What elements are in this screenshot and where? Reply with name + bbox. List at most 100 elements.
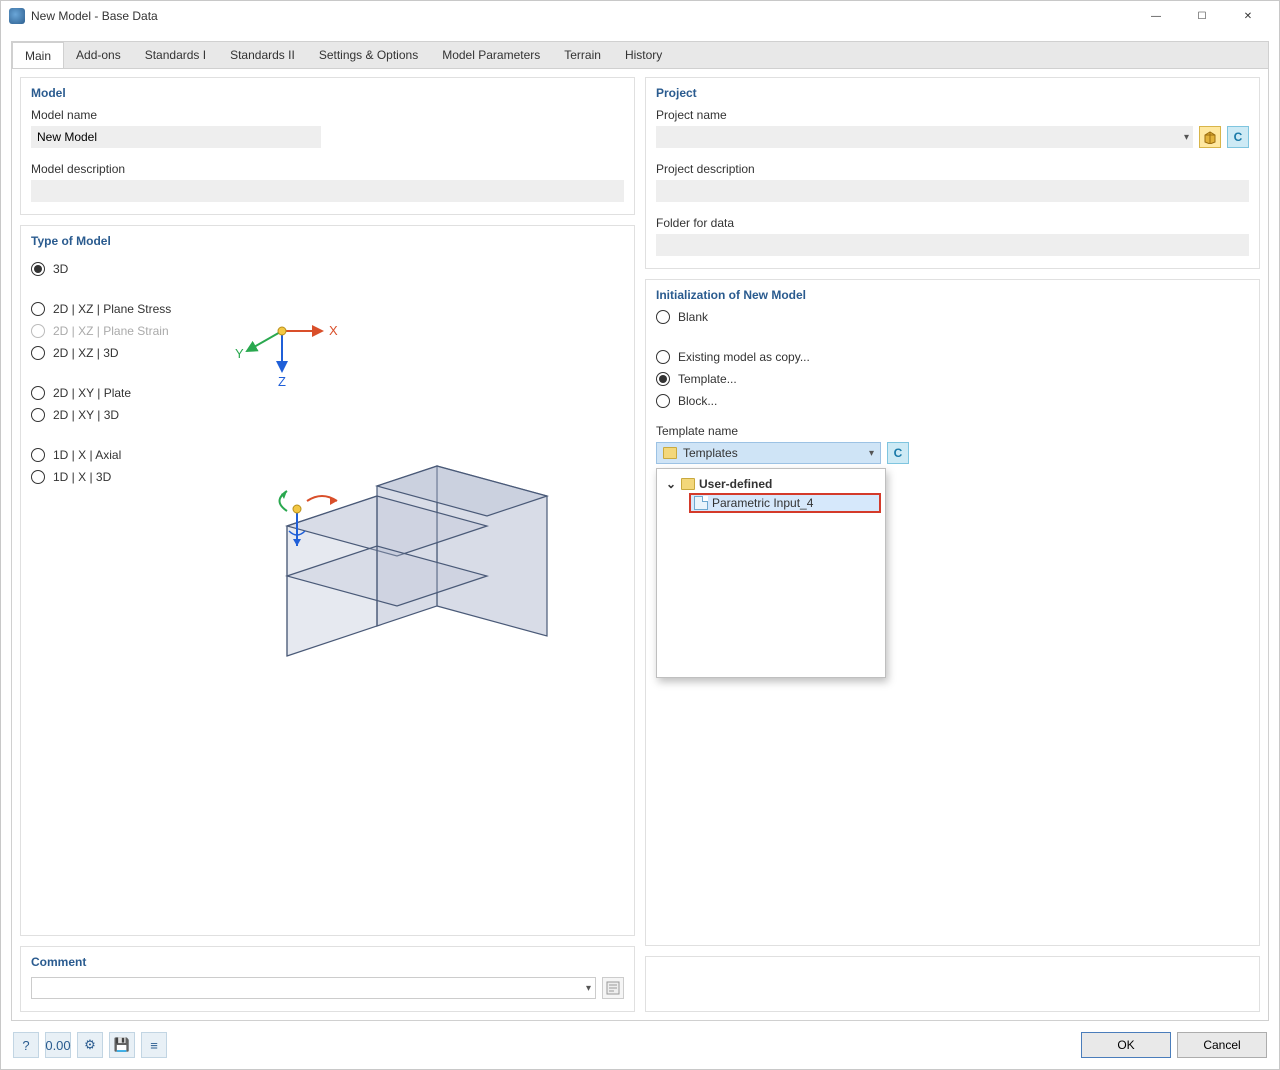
radio-label: Block... xyxy=(678,394,717,408)
radio-label: 2D | XZ | Plane Strain xyxy=(53,324,169,338)
file-icon xyxy=(694,496,708,510)
panel-comment: Comment ▾ xyxy=(20,946,635,1012)
radio-label: 2D | XZ | 3D xyxy=(53,346,119,360)
maximize-button[interactable]: ☐ xyxy=(1179,1,1225,31)
tab-terrain[interactable]: Terrain xyxy=(552,42,613,68)
note-icon xyxy=(606,981,620,995)
radio-dot-icon xyxy=(31,470,45,484)
label-folder-for-data: Folder for data xyxy=(656,216,1249,230)
cancel-button[interactable]: Cancel xyxy=(1177,1032,1267,1058)
tab-content-main: Model Model name Model description Type … xyxy=(12,68,1268,1020)
comment-edit-button[interactable] xyxy=(602,977,624,999)
project-manager-button[interactable] xyxy=(1199,126,1221,148)
comment-combo[interactable]: ▾ xyxy=(31,977,596,999)
input-model-name[interactable] xyxy=(31,126,321,148)
radio-dot-icon xyxy=(31,448,45,462)
panel-type-of-model: Type of Model 3D 2D | XZ | Plane Stress 2D… xyxy=(20,225,635,936)
panel-initialization: Initialization of New Model Blank Existin… xyxy=(645,279,1260,946)
label-model-name: Model name xyxy=(31,108,624,122)
axis-x-label: X xyxy=(329,323,338,338)
tree-node-user-defined[interactable]: ⌄ User-defined xyxy=(661,475,881,493)
combo-project-name[interactable]: ▾ xyxy=(656,126,1193,148)
radio-dot-icon xyxy=(31,302,45,316)
radio-label: 2D | XZ | Plane Stress xyxy=(53,302,171,316)
radio-dot-icon xyxy=(31,262,45,276)
box-icon xyxy=(1203,130,1217,144)
panel-title-project: Project xyxy=(656,86,1249,100)
radio-type-2d-xz-plane-strain: 2D | XZ | Plane Strain xyxy=(31,324,201,338)
toolbar-units-icon[interactable]: 0.00 xyxy=(45,1032,71,1058)
radio-type-2d-xy-plate[interactable]: 2D | XY | Plate xyxy=(31,386,201,400)
radio-type-1d-x-axial[interactable]: 1D | X | Axial xyxy=(31,448,201,462)
label-project-description: Project description xyxy=(656,162,1249,176)
tab-history[interactable]: History xyxy=(613,42,674,68)
radio-dot-icon xyxy=(656,372,670,386)
bottom-toolbar: ?0.00⚙💾≡ OK Cancel xyxy=(1,1021,1279,1069)
toolbar-help-icon[interactable]: ? xyxy=(13,1032,39,1058)
toolbar-left-icons: ?0.00⚙💾≡ xyxy=(13,1032,167,1058)
panel-title-model: Model xyxy=(31,86,624,100)
tab-standards-i[interactable]: Standards I xyxy=(133,42,218,68)
type-radio-list: 3D 2D | XZ | Plane Stress 2D | XZ | Plane … xyxy=(31,262,201,484)
title-bar: New Model - Base Data — ☐ ✕ xyxy=(1,1,1279,31)
radio-dot-icon xyxy=(31,386,45,400)
panel-title-comment: Comment xyxy=(31,955,624,969)
window-controls: — ☐ ✕ xyxy=(1133,1,1271,31)
tab-model-parameters[interactable]: Model Parameters xyxy=(430,42,552,68)
radio-dot-icon xyxy=(656,350,670,364)
panel-title-init: Initialization of New Model xyxy=(656,288,1249,302)
chevron-down-icon: ▾ xyxy=(869,448,874,459)
tab-settings-options[interactable]: Settings & Options xyxy=(307,42,430,68)
label-template-name: Template name xyxy=(656,424,1249,438)
folder-icon xyxy=(663,447,677,459)
tab-bar: MainAdd-onsStandards IStandards IISettin… xyxy=(12,42,1268,68)
combo-template-name[interactable]: Templates ▾ xyxy=(656,442,881,464)
radio-label: Existing model as copy... xyxy=(678,350,810,364)
radio-label: 1D | X | Axial xyxy=(53,448,121,462)
panel-project: Project Project name ▾ C Project descrip… xyxy=(645,77,1260,269)
radio-dot-icon xyxy=(31,346,45,360)
radio-type-2d-xz-3d[interactable]: 2D | XZ | 3D xyxy=(31,346,201,360)
radio-init-blank[interactable]: Blank xyxy=(656,310,1249,324)
radio-type-3d[interactable]: 3D xyxy=(31,262,201,276)
app-icon xyxy=(9,8,25,24)
tab-add-ons[interactable]: Add-ons xyxy=(64,42,133,68)
radio-label: 3D xyxy=(53,262,68,276)
input-model-description[interactable] xyxy=(31,180,624,202)
radio-label: Template... xyxy=(678,372,737,386)
display-project-description xyxy=(656,180,1249,202)
radio-label: 2D | XY | Plate xyxy=(53,386,131,400)
panel-title-type: Type of Model xyxy=(31,234,624,248)
minimize-button[interactable]: — xyxy=(1133,1,1179,31)
tree-label-user-defined: User-defined xyxy=(699,477,772,491)
init-radio-list: Blank Existing model as copy... Template..… xyxy=(656,310,1249,408)
template-dropdown[interactable]: ⌄ User-defined Parametric Input_4 xyxy=(656,468,886,678)
tree-item-parametric-input[interactable]: Parametric Input_4 xyxy=(689,493,881,513)
toolbar-settings-icon[interactable]: ⚙ xyxy=(77,1032,103,1058)
tab-standards-ii[interactable]: Standards II xyxy=(218,42,307,68)
toolbar-save-icon[interactable]: 💾 xyxy=(109,1032,135,1058)
radio-init-existing-model-as-copy...[interactable]: Existing model as copy... xyxy=(656,350,1249,364)
axis-z-label: Z xyxy=(278,374,286,389)
close-button[interactable]: ✕ xyxy=(1225,1,1271,31)
radio-label: 2D | XY | 3D xyxy=(53,408,119,422)
project-cloud-button[interactable]: C xyxy=(1227,126,1249,148)
panel-spacer-right xyxy=(645,956,1260,1012)
tree-expand-icon[interactable]: ⌄ xyxy=(665,477,677,491)
tab-main[interactable]: Main xyxy=(12,42,64,69)
radio-type-1d-x-3d[interactable]: 1D | X | 3D xyxy=(31,470,201,484)
panel-model: Model Model name Model description xyxy=(20,77,635,215)
radio-type-2d-xy-3d[interactable]: 2D | XY | 3D xyxy=(31,408,201,422)
template-cloud-button[interactable]: C xyxy=(887,442,909,464)
radio-type-2d-xz-plane-stress[interactable]: 2D | XZ | Plane Stress xyxy=(31,302,201,316)
chevron-down-icon: ▾ xyxy=(1184,132,1189,143)
axis-y-label: Y xyxy=(235,346,244,361)
toolbar-list-icon[interactable]: ≡ xyxy=(141,1032,167,1058)
ok-button[interactable]: OK xyxy=(1081,1032,1171,1058)
dialog-window: New Model - Base Data — ☐ ✕ MainAdd-onsS… xyxy=(0,0,1280,1070)
window-title: New Model - Base Data xyxy=(31,9,1133,23)
radio-init-block...[interactable]: Block... xyxy=(656,394,1249,408)
display-folder-for-data xyxy=(656,234,1249,256)
radio-init-template...[interactable]: Template... xyxy=(656,372,1249,386)
folder-icon xyxy=(681,478,695,490)
